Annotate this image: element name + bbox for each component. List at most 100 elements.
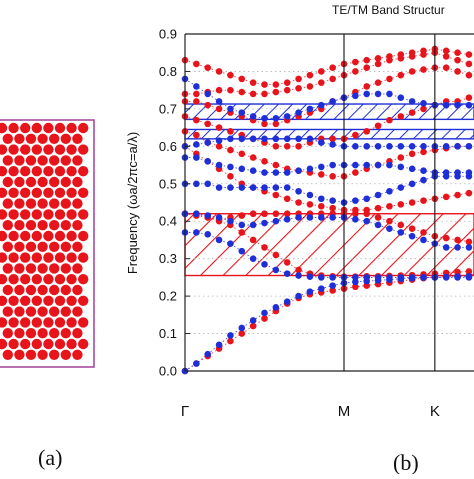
lattice-rod — [54, 187, 66, 198]
lattice-rod — [14, 284, 25, 296]
te-band-point — [442, 193, 450, 201]
te-band-point — [317, 68, 325, 75]
te-band-point — [386, 53, 393, 60]
tm-band-point — [363, 195, 371, 203]
tm-band-point — [283, 270, 291, 277]
tm-band-point — [442, 169, 450, 176]
tm-band-point — [386, 187, 393, 195]
lattice-rod — [49, 220, 60, 231]
te-band-point — [352, 283, 359, 291]
tm-band-point — [261, 184, 268, 191]
lattice-rod — [54, 252, 66, 263]
lattice-rod — [0, 252, 8, 263]
lattice-rod — [14, 176, 25, 188]
lattice-rod — [66, 166, 77, 177]
te-band-point — [397, 113, 405, 120]
lattice-rod — [78, 209, 89, 220]
tm-band-point — [193, 210, 200, 218]
te-band-point — [238, 229, 246, 236]
tm-band-point — [295, 272, 302, 279]
te-band-point — [261, 315, 268, 322]
te-band-point — [227, 337, 234, 345]
lattice-rod — [20, 338, 31, 350]
te-band-point — [442, 47, 450, 55]
tm-band-point — [454, 143, 461, 150]
lattice-rod — [25, 328, 37, 339]
tm-band-point — [408, 143, 416, 150]
tm-band-point — [420, 143, 427, 150]
lattice-rod — [8, 144, 19, 155]
te-band-point — [261, 81, 268, 88]
lattice-rod — [14, 155, 25, 166]
y-tick-label: 0.4 — [159, 214, 177, 229]
te-band-point — [363, 128, 371, 135]
lattice-rod — [8, 187, 19, 198]
te-band-point — [261, 244, 268, 251]
lattice-rod — [25, 155, 37, 166]
tm-band-point — [420, 176, 427, 184]
tm-band-point — [283, 135, 291, 143]
te-band-point — [238, 150, 246, 158]
tm-band-point — [272, 217, 280, 225]
tm-band-point — [386, 274, 393, 281]
te-band-point — [408, 109, 416, 116]
tm-band-point — [442, 244, 450, 251]
tm-band-point — [420, 236, 427, 244]
tm-band-point — [261, 309, 268, 317]
lattice-rod — [49, 155, 60, 166]
tm-band-point — [215, 236, 223, 244]
tm-band-point — [408, 165, 416, 173]
tm-band-point — [465, 244, 473, 251]
lattice-rod — [2, 306, 13, 317]
te-band-point — [442, 234, 450, 242]
lattice-rod — [72, 263, 83, 274]
lattice-rod — [20, 144, 31, 155]
lattice-rod — [37, 306, 48, 317]
te-band-point — [465, 71, 473, 79]
tm-band-point — [238, 165, 246, 173]
te-band-point — [329, 64, 336, 71]
te-band-point — [408, 49, 416, 57]
te-band-point — [374, 60, 382, 68]
y-tick-label: 0.5 — [159, 176, 177, 191]
tm-band-point — [408, 274, 416, 281]
y-tick-label: 0.1 — [159, 326, 177, 341]
y-tick-label: 0.6 — [159, 139, 177, 154]
lattice-rod — [66, 274, 77, 285]
tm-band-point — [363, 90, 371, 98]
lattice-rod — [14, 328, 25, 339]
tm-band-point — [193, 83, 200, 90]
lattice-rod — [37, 241, 48, 252]
tm-band-point — [317, 195, 325, 203]
lattice-rod — [25, 284, 37, 296]
tm-band-point — [261, 114, 268, 122]
tm-band-point — [329, 274, 336, 281]
x-tick-label: M — [338, 403, 351, 420]
lattice-rod — [20, 187, 31, 198]
lattice-rod — [54, 122, 66, 134]
lattice-rod — [8, 317, 19, 328]
tm-band-point — [317, 163, 325, 171]
te-band-point — [193, 90, 200, 98]
tm-band-point — [227, 217, 234, 225]
lattice-rod — [66, 338, 77, 350]
tm-band-point — [295, 109, 302, 116]
tm-band-point — [306, 105, 314, 113]
te-band-point — [272, 210, 280, 218]
tm-band-point — [227, 135, 234, 143]
tm-band-point — [215, 214, 223, 221]
tm-band-point — [329, 214, 336, 221]
te-band-point — [386, 116, 393, 124]
te-band-point — [397, 221, 405, 229]
lattice-rod — [0, 317, 8, 328]
tm-band-point — [238, 247, 246, 255]
lattice-rod — [37, 155, 48, 166]
lattice-rod — [78, 317, 89, 328]
lattice-rod — [72, 349, 83, 360]
band-structure-chart: TE/TM Band Structur 0.00.10.20.30.40.50.… — [125, 3, 474, 420]
te-band-point — [420, 229, 427, 236]
te-band-point — [442, 53, 450, 60]
te-band-point — [295, 199, 302, 206]
lattice-rod — [72, 155, 83, 166]
lattice-rod — [78, 187, 89, 198]
